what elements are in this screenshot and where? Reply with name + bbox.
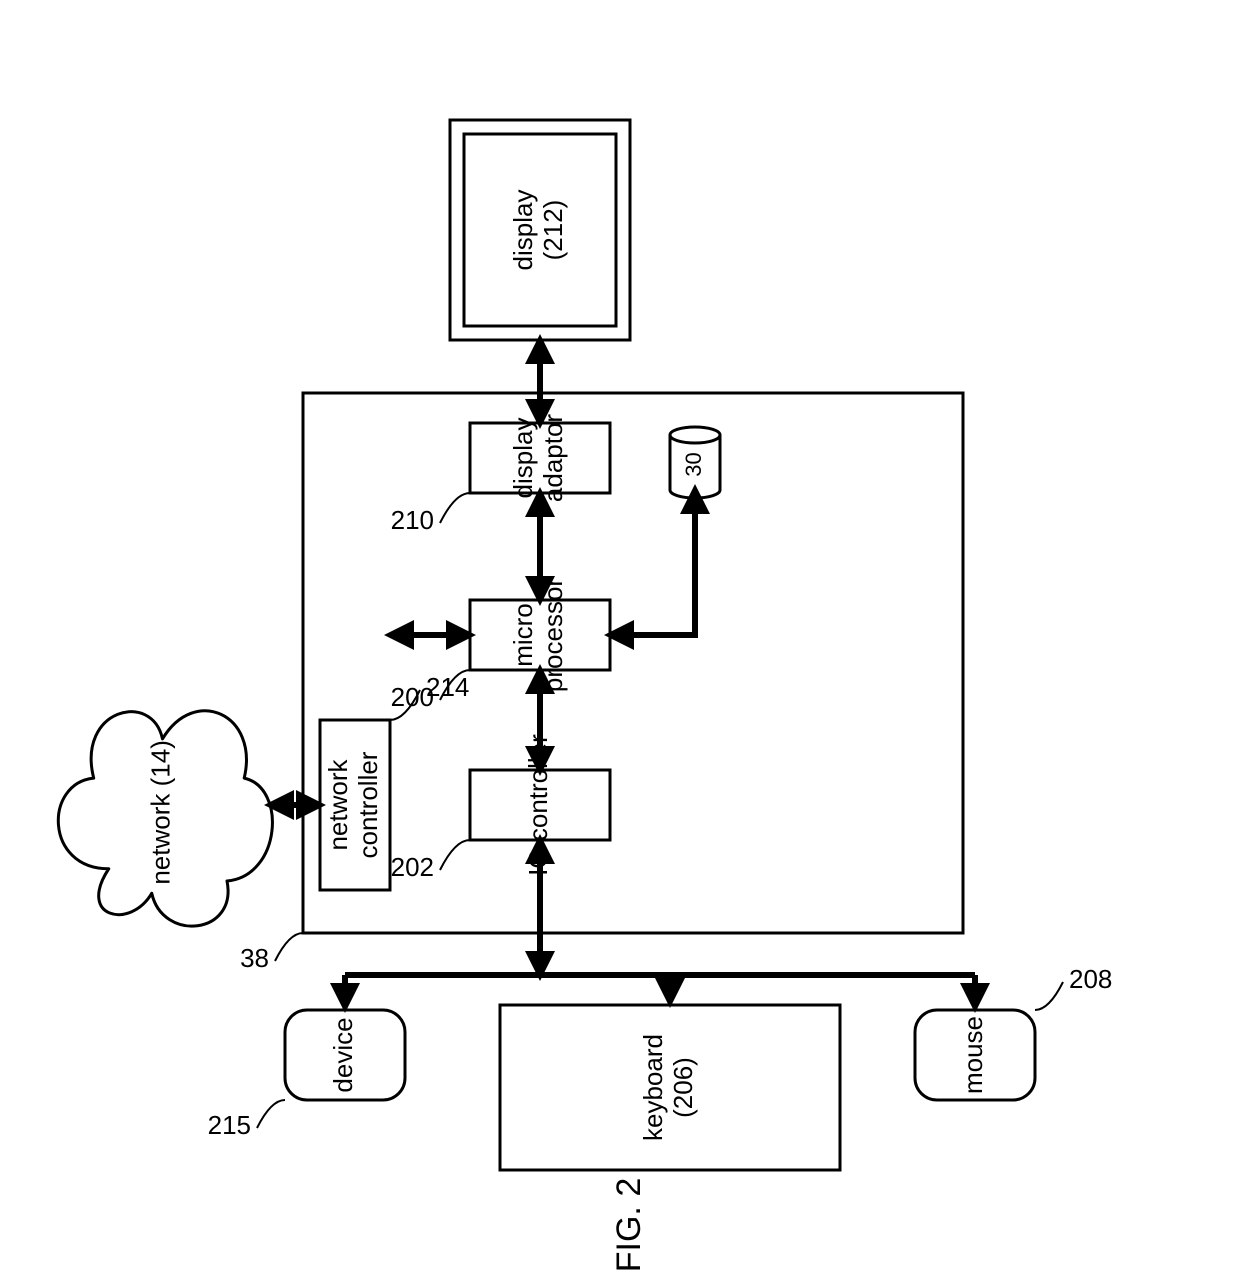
svg-text:214: 214 — [426, 672, 469, 702]
svg-text:device: device — [328, 1017, 358, 1092]
svg-text:38: 38 — [240, 943, 269, 973]
svg-text:keyboard: keyboard — [638, 1034, 668, 1141]
svg-text:display: display — [508, 418, 538, 499]
svg-text:215: 215 — [208, 1110, 251, 1140]
svg-text:controller: controller — [353, 751, 383, 858]
svg-text:(212): (212) — [538, 200, 568, 261]
svg-text:202: 202 — [391, 852, 434, 882]
svg-text:208: 208 — [1069, 964, 1112, 994]
svg-text:network (14): network (14) — [145, 740, 175, 885]
svg-text:display: display — [508, 190, 538, 271]
svg-text:mouse: mouse — [958, 1016, 988, 1094]
svg-text:(206): (206) — [668, 1057, 698, 1118]
svg-text:network: network — [323, 758, 353, 850]
svg-text:210: 210 — [391, 505, 434, 535]
svg-text:FIG. 2: FIG. 2 — [610, 1178, 648, 1271]
svg-text:30: 30 — [681, 452, 706, 476]
svg-text:adaptor: adaptor — [538, 414, 568, 503]
svg-text:micro: micro — [508, 603, 538, 667]
